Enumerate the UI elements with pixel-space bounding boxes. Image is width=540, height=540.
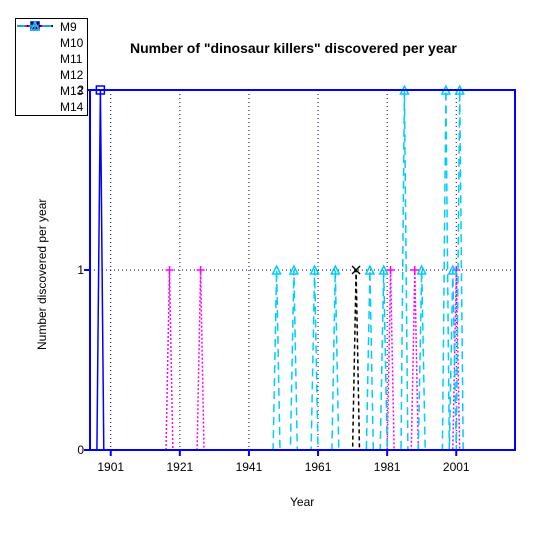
- legend-label: M12: [58, 68, 83, 82]
- x-tick-label: 1961: [305, 460, 332, 474]
- x-tick-label: 1981: [374, 460, 401, 474]
- legend: M9M10M11M12M13M14: [15, 18, 88, 116]
- y-tick-label: 2: [70, 83, 84, 97]
- legend-item: M11: [16, 51, 87, 67]
- y-tick-label: 0: [70, 443, 84, 457]
- x-tick-label: 2001: [443, 460, 470, 474]
- series-group: [90, 86, 515, 450]
- y-tick-label: 1: [70, 263, 84, 277]
- legend-label: M9: [58, 20, 77, 34]
- y-axis-label: Number discovered per year: [35, 199, 49, 350]
- chart-title: Number of "dinosaur killers" discovered …: [130, 40, 457, 56]
- x-tick-label: 1941: [236, 460, 263, 474]
- legend-label: M10: [58, 36, 83, 50]
- legend-item: M12: [16, 67, 87, 83]
- legend-item: M14: [16, 99, 87, 115]
- chart-container: Number of "dinosaur killers" discovered …: [0, 0, 540, 540]
- legend-label: M11: [58, 52, 82, 66]
- legend-item: M10: [16, 35, 87, 51]
- x-tick-label: 1921: [166, 460, 193, 474]
- x-axis-label: Year: [290, 495, 314, 509]
- x-tick-label: 1901: [97, 460, 124, 474]
- legend-label: M14: [58, 100, 83, 114]
